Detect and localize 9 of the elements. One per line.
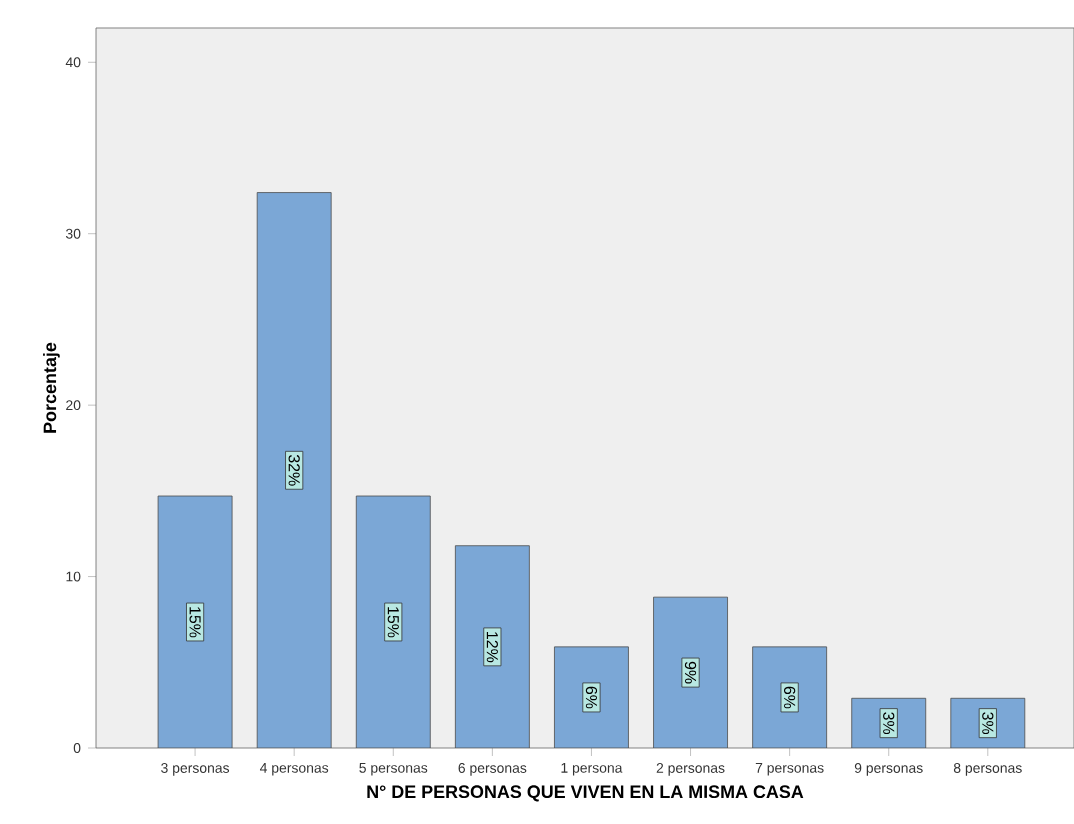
bar: [752, 646, 827, 748]
bar: [653, 597, 728, 748]
x-axis-title: N° DE PERSONAS QUE VIVEN EN LA MISMA CASA: [367, 785, 804, 802]
bar: [356, 496, 431, 748]
y-axis-title: Porcentaje: [43, 342, 60, 433]
bar: [554, 646, 629, 748]
bar: [158, 496, 233, 748]
bar: [455, 545, 530, 748]
bar: [257, 192, 332, 748]
